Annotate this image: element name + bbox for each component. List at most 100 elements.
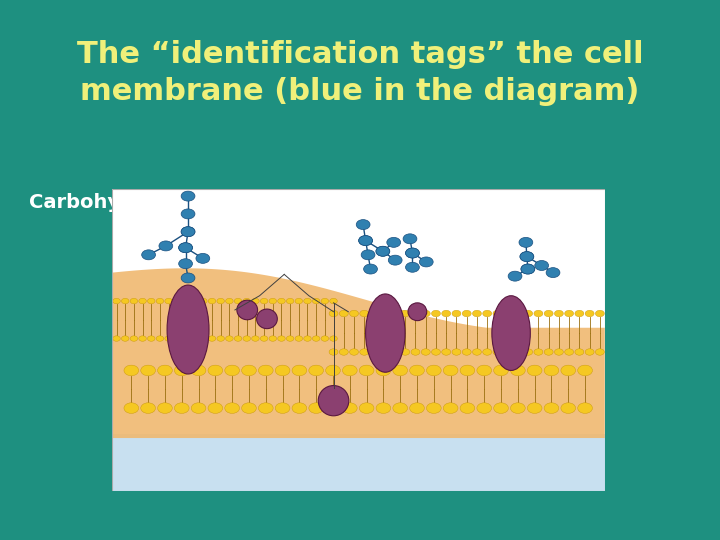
Circle shape xyxy=(411,310,420,317)
Circle shape xyxy=(360,349,369,355)
Circle shape xyxy=(442,349,451,355)
Circle shape xyxy=(191,298,199,304)
Circle shape xyxy=(158,365,172,376)
Circle shape xyxy=(165,336,172,341)
Circle shape xyxy=(181,209,195,219)
Circle shape xyxy=(585,349,594,355)
Circle shape xyxy=(376,246,390,256)
Circle shape xyxy=(181,227,195,237)
Circle shape xyxy=(251,298,259,304)
Circle shape xyxy=(292,365,307,376)
Circle shape xyxy=(158,403,172,414)
Circle shape xyxy=(156,336,163,341)
Circle shape xyxy=(343,365,357,376)
Circle shape xyxy=(503,349,512,355)
Circle shape xyxy=(520,252,534,261)
Circle shape xyxy=(376,365,391,376)
Circle shape xyxy=(165,298,172,304)
Circle shape xyxy=(159,241,173,251)
Circle shape xyxy=(304,298,311,304)
Circle shape xyxy=(482,349,492,355)
Circle shape xyxy=(403,234,417,244)
Circle shape xyxy=(349,310,359,317)
Circle shape xyxy=(364,264,377,274)
Circle shape xyxy=(401,349,410,355)
Circle shape xyxy=(554,310,563,317)
Circle shape xyxy=(554,349,563,355)
Circle shape xyxy=(411,349,420,355)
Circle shape xyxy=(309,403,323,414)
Circle shape xyxy=(359,235,372,246)
Circle shape xyxy=(269,336,276,341)
Circle shape xyxy=(527,365,542,376)
Circle shape xyxy=(462,349,471,355)
Circle shape xyxy=(199,298,207,304)
Circle shape xyxy=(312,336,320,341)
Circle shape xyxy=(261,298,268,304)
Circle shape xyxy=(330,336,338,341)
Circle shape xyxy=(442,310,451,317)
Circle shape xyxy=(243,336,251,341)
Circle shape xyxy=(295,298,302,304)
Circle shape xyxy=(421,310,431,317)
Ellipse shape xyxy=(318,386,348,416)
Circle shape xyxy=(575,349,584,355)
Circle shape xyxy=(460,365,474,376)
Circle shape xyxy=(242,365,256,376)
Circle shape xyxy=(493,349,502,355)
Circle shape xyxy=(234,336,242,341)
Circle shape xyxy=(595,310,604,317)
Circle shape xyxy=(359,235,372,246)
Circle shape xyxy=(225,403,240,414)
Circle shape xyxy=(503,310,512,317)
Circle shape xyxy=(370,310,379,317)
Circle shape xyxy=(304,336,311,341)
Circle shape xyxy=(577,403,593,414)
Circle shape xyxy=(477,403,492,414)
Circle shape xyxy=(376,246,390,256)
Circle shape xyxy=(130,336,138,341)
Circle shape xyxy=(444,365,458,376)
Circle shape xyxy=(370,349,379,355)
Circle shape xyxy=(494,403,508,414)
Circle shape xyxy=(561,403,575,414)
Circle shape xyxy=(360,310,369,317)
Circle shape xyxy=(472,349,482,355)
Circle shape xyxy=(356,220,370,229)
Circle shape xyxy=(419,257,433,267)
Circle shape xyxy=(544,310,553,317)
Circle shape xyxy=(122,336,129,341)
Circle shape xyxy=(339,349,348,355)
Circle shape xyxy=(431,349,441,355)
Circle shape xyxy=(181,273,195,283)
Circle shape xyxy=(312,298,320,304)
Circle shape xyxy=(182,336,190,341)
Circle shape xyxy=(444,403,458,414)
Circle shape xyxy=(141,403,156,414)
Circle shape xyxy=(534,310,543,317)
Circle shape xyxy=(376,403,391,414)
Circle shape xyxy=(243,298,251,304)
Circle shape xyxy=(148,298,155,304)
Circle shape xyxy=(493,310,502,317)
Circle shape xyxy=(388,255,402,265)
Circle shape xyxy=(421,349,431,355)
Circle shape xyxy=(242,403,256,414)
Circle shape xyxy=(523,349,533,355)
Circle shape xyxy=(199,336,207,341)
Circle shape xyxy=(426,365,441,376)
Circle shape xyxy=(523,310,533,317)
Circle shape xyxy=(258,365,273,376)
Circle shape xyxy=(339,310,348,317)
Circle shape xyxy=(292,403,307,414)
Circle shape xyxy=(390,310,400,317)
Circle shape xyxy=(510,365,525,376)
Circle shape xyxy=(401,310,410,317)
Circle shape xyxy=(174,336,181,341)
Circle shape xyxy=(494,365,508,376)
Circle shape xyxy=(181,191,195,201)
Circle shape xyxy=(234,298,242,304)
Circle shape xyxy=(349,349,359,355)
Circle shape xyxy=(261,336,268,341)
Circle shape xyxy=(431,310,441,317)
